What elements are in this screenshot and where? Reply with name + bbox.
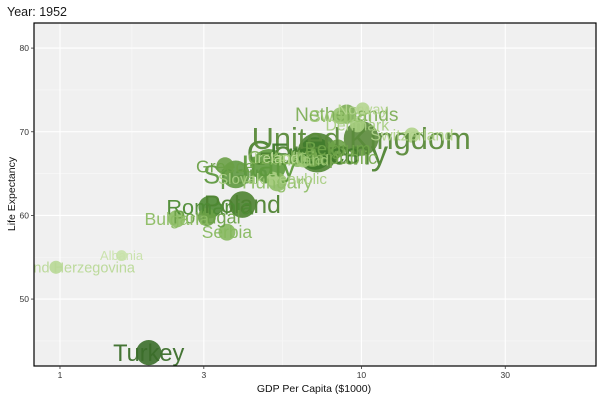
data-point xyxy=(355,102,370,117)
data-point xyxy=(49,260,63,274)
x-axis-label: GDP Per Capita ($1000) xyxy=(257,383,371,395)
x-tick-label: 1 xyxy=(58,370,63,380)
data-label: Denmark xyxy=(325,118,389,135)
data-point xyxy=(229,191,256,218)
axes: 1 3 10 30 50 60 70 80 xyxy=(20,22,597,380)
data-label: Slovak Republic xyxy=(218,171,327,188)
data-label: Belgium xyxy=(305,138,371,159)
data-points xyxy=(49,102,420,366)
data-point xyxy=(136,339,162,366)
x-tick-label: 30 xyxy=(501,370,511,380)
data-point xyxy=(296,152,311,168)
data-label: Czech Republic xyxy=(248,147,378,168)
data-point xyxy=(218,223,236,241)
data-label: Spain xyxy=(203,161,268,189)
data-label: Romania xyxy=(166,195,254,220)
data-point xyxy=(216,157,234,175)
data-label: Netherlands xyxy=(295,105,398,126)
y-axis-label: Life Expectancy xyxy=(6,156,18,231)
data-label: Norway xyxy=(337,102,388,118)
x-tick-label: 10 xyxy=(357,370,367,380)
data-label: Hungary xyxy=(242,172,313,193)
data-point xyxy=(328,139,347,158)
data-label: France xyxy=(270,139,361,171)
data-point xyxy=(269,151,283,165)
data-point xyxy=(265,171,280,186)
data-label: Poland xyxy=(204,192,281,219)
data-label: Albania xyxy=(100,248,144,263)
y-tick-label: 80 xyxy=(20,43,30,53)
data-label: Bulgaria xyxy=(144,209,209,229)
x-tick-label: 3 xyxy=(201,370,206,380)
data-label: Bosnia and Herzegovina xyxy=(0,260,136,276)
plot-panel xyxy=(34,23,596,366)
data-label: Sweden xyxy=(309,106,372,126)
data-label: Portugal xyxy=(173,207,241,227)
data-label: Serbia xyxy=(202,222,253,242)
data-label: Germany xyxy=(247,135,389,173)
grid xyxy=(34,23,596,366)
data-point xyxy=(404,127,420,143)
y-tick-label: 70 xyxy=(20,127,30,137)
y-tick-label: 60 xyxy=(20,210,30,220)
data-label: Switzerland xyxy=(370,127,453,145)
panel-background xyxy=(34,23,596,366)
chart-title: Year: 1952 xyxy=(7,5,67,19)
data-label: United Kingdom xyxy=(252,121,471,156)
data-point xyxy=(349,117,365,133)
data-label: Italy xyxy=(241,151,297,184)
data-point xyxy=(116,250,127,262)
data-label: Austria xyxy=(271,149,325,169)
data-point xyxy=(332,107,350,125)
data-point xyxy=(197,208,216,227)
y-tick-label: 50 xyxy=(20,294,30,304)
panel-border xyxy=(33,22,597,367)
data-label: Greece xyxy=(196,156,254,176)
data-label: Finland xyxy=(278,153,329,170)
data-point xyxy=(168,210,186,228)
data-label: Turkey xyxy=(113,341,184,367)
data-label: Ireland xyxy=(254,151,299,167)
